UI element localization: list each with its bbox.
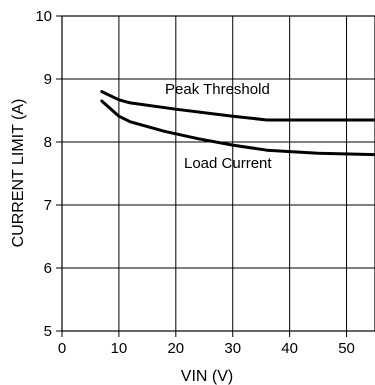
annotation-load-current: Load Current — [184, 155, 272, 172]
y-tick-label-0: 5 — [44, 323, 52, 340]
x-tick-label-1: 10 — [111, 340, 128, 357]
grid-lines — [56, 15, 375, 337]
y-tick-labels: 5 6 7 8 9 10 — [35, 8, 52, 340]
y-tick-label-1: 6 — [44, 260, 52, 277]
series-line-peak-threshold — [100, 90, 375, 122]
x-tick-labels: 0 10 20 30 40 50 — [58, 340, 355, 357]
series-lines — [100, 90, 375, 157]
y-tick-label-4: 9 — [44, 71, 52, 88]
x-tick-label-5: 50 — [338, 340, 355, 357]
series-line-load-current — [100, 99, 375, 157]
series-annotations: Peak Threshold Load Current — [165, 81, 272, 172]
x-axis-title: VIN (V) — [181, 368, 233, 385]
x-tick-label-0: 0 — [58, 340, 66, 357]
x-tick-label-3: 30 — [224, 340, 241, 357]
annotation-peak-threshold: Peak Threshold — [165, 81, 270, 98]
x-tick-label-2: 20 — [167, 340, 184, 357]
x-tick-label-4: 40 — [281, 340, 298, 357]
y-axis-title: CURRENT LIMIT (A) — [10, 99, 27, 248]
y-tick-label-3: 8 — [44, 134, 52, 151]
plot-frame — [61, 15, 375, 332]
y-tick-label-5: 10 — [35, 8, 52, 25]
y-tick-label-2: 7 — [44, 197, 52, 214]
